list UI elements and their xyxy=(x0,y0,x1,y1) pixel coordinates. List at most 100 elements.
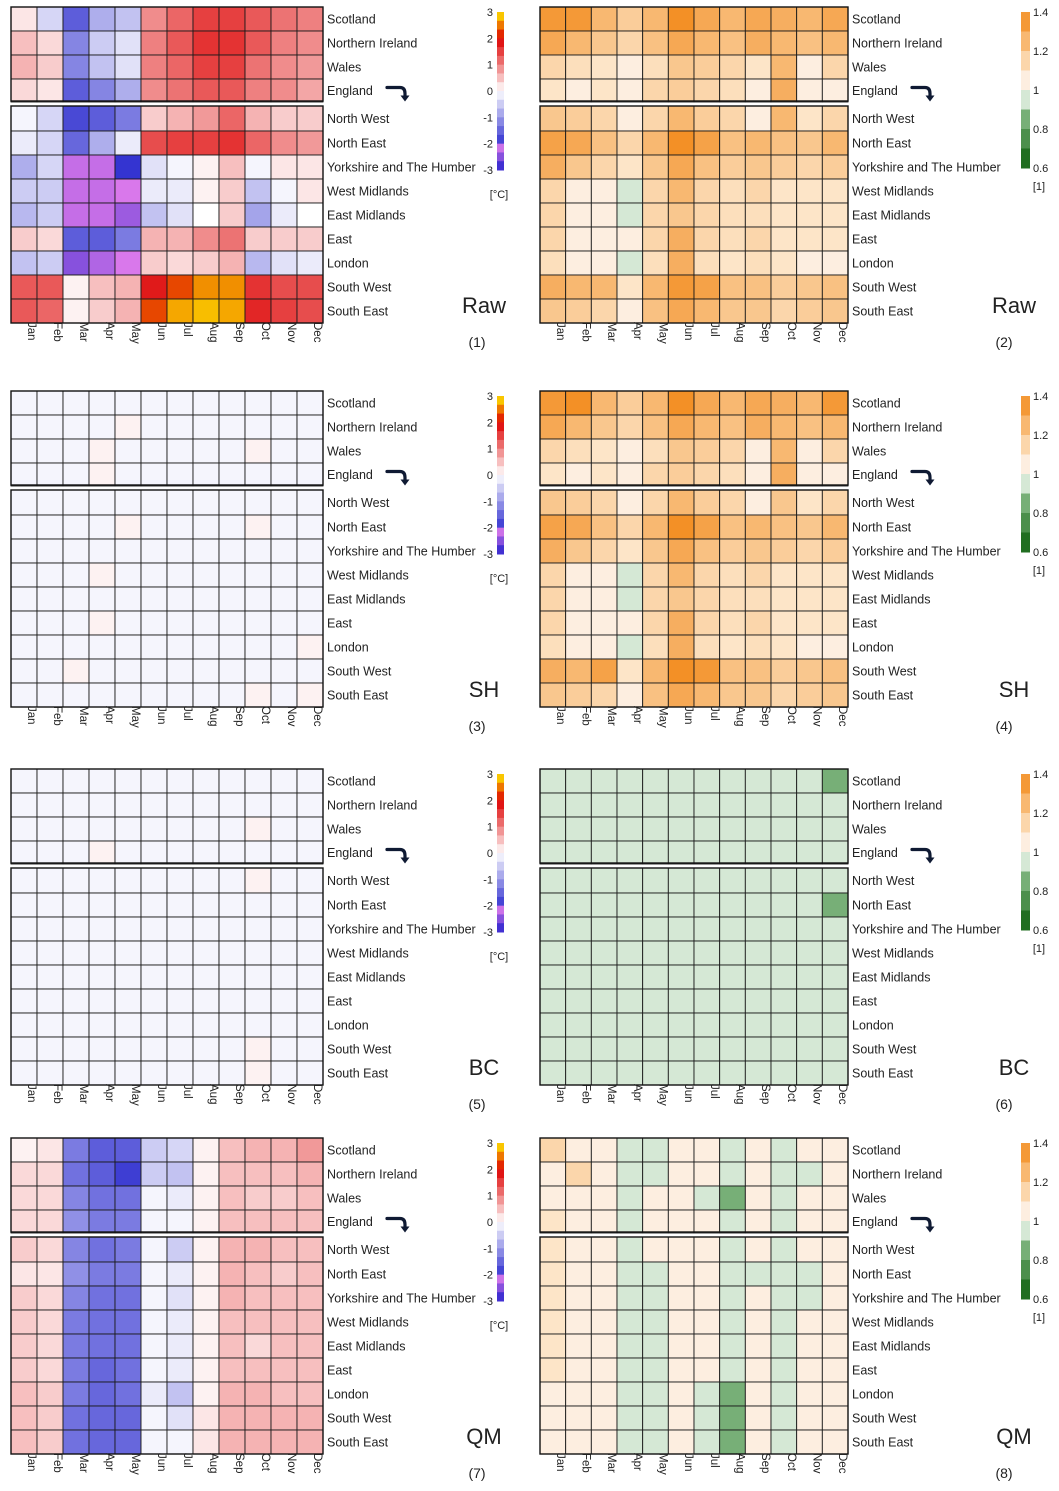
heatmap-cell xyxy=(667,562,695,588)
heatmap-cell xyxy=(616,130,644,156)
month-label: Oct xyxy=(785,322,797,341)
region-label: South East xyxy=(327,305,389,319)
colorbar-segment xyxy=(497,1292,504,1302)
method-label: BC xyxy=(999,1055,1030,1080)
heatmap-cell xyxy=(36,54,64,80)
heatmap-cell xyxy=(642,1012,669,1038)
heatmap-cell xyxy=(88,462,116,487)
heatmap-cell xyxy=(88,250,116,276)
heatmap-cell xyxy=(114,1161,142,1187)
region-label: Wales xyxy=(852,445,886,459)
heatmap-cell xyxy=(821,514,849,540)
heatmap-cell xyxy=(667,1036,695,1062)
heatmap-cell xyxy=(693,892,721,918)
heatmap-cell xyxy=(719,1381,746,1407)
heatmap-cell xyxy=(744,1236,772,1263)
colorbar-tick-label: -2 xyxy=(483,901,493,913)
heatmap-cell xyxy=(565,1405,592,1431)
region-label: North West xyxy=(327,112,390,126)
method-label: SH xyxy=(999,677,1030,702)
england-arrow-icon xyxy=(910,469,932,483)
heatmap-cell xyxy=(539,1036,567,1062)
heatmap-cell xyxy=(539,1429,567,1455)
heatmap-cell xyxy=(114,940,142,966)
heatmap-cell xyxy=(140,768,168,794)
heatmap-cell xyxy=(719,1137,746,1163)
month-label: Aug xyxy=(207,706,219,726)
heatmap-cell xyxy=(244,1185,272,1211)
heatmap-cell xyxy=(62,586,90,612)
heatmap-cell xyxy=(244,1036,272,1062)
heatmap-cell xyxy=(642,30,669,56)
heatmap-cell xyxy=(192,892,220,918)
panel-number: (6) xyxy=(995,1096,1012,1112)
colorbar-tick-label: 2 xyxy=(487,33,493,45)
heatmap-cell xyxy=(114,438,142,464)
region-label: North East xyxy=(852,137,912,151)
region-label: London xyxy=(852,641,894,655)
region-label: North West xyxy=(852,1243,915,1257)
heatmap-cell xyxy=(667,940,695,966)
heatmap-cell xyxy=(642,816,669,842)
heatmap-cell xyxy=(244,390,272,416)
heatmap-cell xyxy=(10,202,38,228)
region-label: North West xyxy=(327,1243,390,1257)
heatmap-cell xyxy=(796,658,823,684)
region-label: England xyxy=(852,1215,898,1229)
heatmap-cell xyxy=(36,154,64,180)
block-border xyxy=(10,1236,324,1455)
england-arrow-icon xyxy=(910,1216,932,1230)
colorbar-segment xyxy=(1021,1221,1030,1241)
heatmap-cell xyxy=(62,1036,90,1062)
month-label: Mar xyxy=(605,322,617,342)
heatmap-cell xyxy=(616,988,644,1014)
heatmap-cell xyxy=(140,940,168,966)
region-label: North East xyxy=(327,1268,387,1282)
england-arrow-head-icon xyxy=(400,1226,410,1233)
heatmap-cell xyxy=(62,816,90,842)
heatmap-cell xyxy=(744,390,772,416)
block-border xyxy=(10,489,324,708)
heatmap-cell xyxy=(539,682,567,708)
heatmap-cell xyxy=(10,658,38,684)
heatmap-cell xyxy=(719,1185,746,1211)
heatmap-cell xyxy=(744,414,772,440)
heatmap-cell xyxy=(296,1236,324,1263)
heatmap-cell xyxy=(166,916,194,942)
heatmap-cell xyxy=(719,1209,746,1234)
heatmap-cell xyxy=(166,892,194,918)
heatmap-cell xyxy=(270,489,298,516)
heatmap-cell xyxy=(140,414,168,440)
heatmap-cell xyxy=(719,1236,746,1263)
heatmap-cell xyxy=(642,768,669,794)
colorbar-segment xyxy=(497,791,504,801)
heatmap-cell xyxy=(590,298,618,324)
heatmap-cell xyxy=(88,840,116,865)
heatmap-cell xyxy=(296,610,324,636)
region-label: South West xyxy=(852,1043,917,1057)
heatmap-cell xyxy=(565,105,592,132)
region-label: North West xyxy=(852,496,915,510)
heatmap-cell xyxy=(539,30,567,56)
heatmap-cell xyxy=(62,298,90,324)
heatmap-cell xyxy=(62,1185,90,1211)
colorbar-tick-label: -2 xyxy=(483,523,493,535)
heatmap-cell xyxy=(10,988,38,1014)
heatmap-cell xyxy=(565,154,592,180)
heatmap-cell xyxy=(642,940,669,966)
colorbar-tick-label: 1.2 xyxy=(1033,1177,1048,1189)
heatmap-cell xyxy=(616,1036,644,1062)
colorbar-segment xyxy=(497,492,504,502)
block-border xyxy=(539,105,849,324)
heatmap-cell xyxy=(719,538,746,564)
heatmap-cell xyxy=(770,1209,798,1234)
heatmap-cell xyxy=(140,105,168,132)
heatmap-cell xyxy=(140,298,168,324)
month-label: Oct xyxy=(785,1453,797,1472)
heatmap-cell xyxy=(539,54,567,80)
colorbar-segment xyxy=(1021,474,1030,494)
heatmap-cell xyxy=(539,390,567,416)
heatmap-cell xyxy=(10,1405,38,1431)
heatmap-cell xyxy=(114,414,142,440)
heatmap-cell xyxy=(616,1161,644,1187)
